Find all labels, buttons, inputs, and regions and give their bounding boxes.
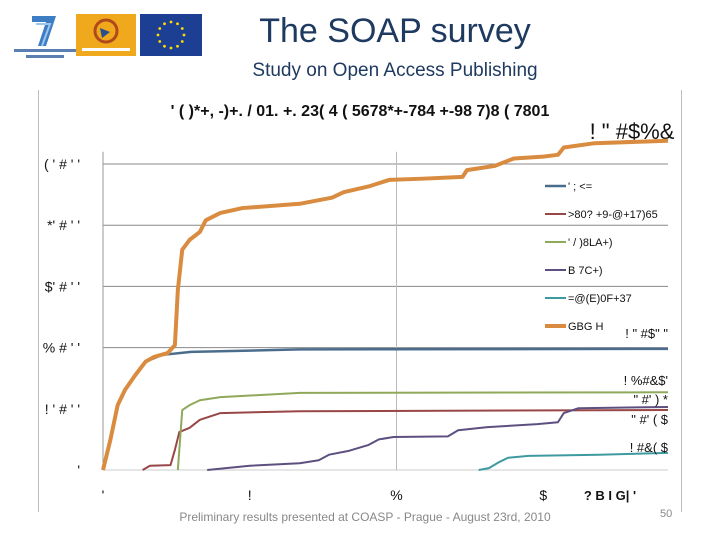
eu-star-icon (158, 40, 162, 43)
legend-label: B 7C+) (568, 265, 603, 277)
legend-label: =@(E)0F+37 (568, 293, 632, 305)
eu-star-icon (169, 20, 173, 24)
series-line-6 (101, 138, 669, 471)
eu-star-icon (163, 22, 166, 26)
x-extra-label: ? B I G| ' (584, 488, 636, 503)
series-line-4 (207, 405, 669, 471)
legend-label: ' / )8LA+) (568, 237, 613, 249)
series-end-label: ! " #$" " (625, 326, 668, 341)
y-tick-label: ( ' # ' ' (44, 156, 80, 172)
y-tick-label: ! ' # ' ' (45, 401, 80, 417)
series-end-label: ! %#&$' (624, 373, 668, 388)
x-tick-label: $ (539, 487, 547, 503)
eu-star-icon (182, 33, 186, 37)
science-in-society-logo (76, 14, 136, 56)
series-line-2 (142, 409, 669, 471)
eu-star-icon (169, 46, 173, 50)
eu-star-icon (163, 44, 166, 48)
slide-title: The SOAP survey (259, 12, 531, 50)
legend-label: GBG H (568, 321, 604, 333)
legend-label: ' ; <= (568, 181, 592, 193)
footer-text: Preliminary results presented at COASP -… (179, 510, 551, 524)
series-end-label: " #' ) * (633, 392, 668, 407)
x-tick-label: ! (248, 487, 252, 503)
series-line-5 (478, 451, 669, 471)
chart-frame (38, 90, 682, 512)
y-tick-label: *' # ' ' (47, 217, 80, 233)
eu-star-icon (156, 33, 160, 37)
series-line-3 (176, 391, 669, 471)
series-end-label: " #' ( $ (631, 412, 668, 427)
legend-label: >80? +9-@+17)65 (568, 209, 658, 221)
series-end-label: ! #&( $ (630, 440, 669, 455)
y-tick-label: $' # ' ' (45, 278, 80, 294)
chart-title: ' ( )*+, -)+. / 01. +. 23( 4 ( 5678*+-78… (171, 103, 550, 120)
eu-star-icon (176, 22, 179, 26)
eu-star-icon (180, 27, 184, 30)
page-number: 50 (660, 508, 673, 520)
slide-subtitle: Study on Open Access Publishing (252, 60, 538, 81)
y-tick-label: ' (77, 462, 80, 478)
x-tick-label: % (390, 487, 402, 503)
eu-star-icon (176, 44, 179, 48)
y-tick-label: % # ' ' (43, 340, 80, 356)
eu-flag-logo (140, 14, 202, 56)
eu-star-icon (180, 40, 184, 43)
x-tick-label: ' (102, 487, 105, 503)
eu-star-icon (158, 27, 162, 30)
fp7-logo (14, 12, 76, 62)
